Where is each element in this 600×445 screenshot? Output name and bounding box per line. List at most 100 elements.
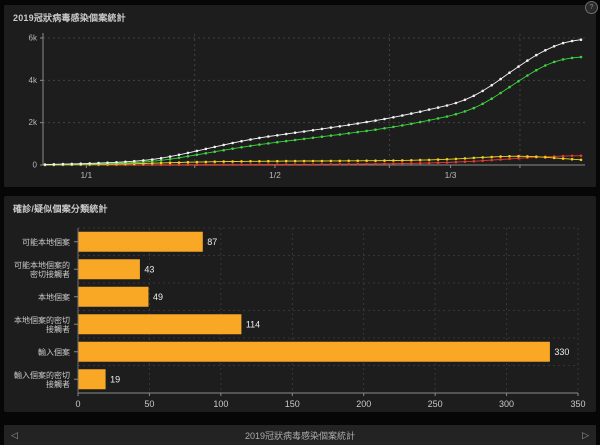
data-point — [383, 159, 386, 162]
data-point — [150, 161, 154, 165]
bar[interactable] — [78, 231, 203, 252]
bar[interactable] — [78, 341, 550, 362]
data-point — [472, 94, 476, 98]
data-point — [374, 119, 377, 122]
data-point — [472, 106, 476, 110]
data-point — [186, 163, 190, 166]
data-point — [356, 122, 360, 125]
data-point — [347, 159, 351, 163]
data-point — [213, 160, 216, 163]
data-point — [463, 160, 467, 163]
data-point — [427, 158, 431, 162]
data-point — [517, 154, 520, 158]
data-point — [177, 163, 181, 166]
data-point — [445, 104, 449, 107]
data-point — [418, 120, 422, 124]
data-point — [481, 89, 485, 93]
x-tick-label: 150 — [285, 399, 300, 409]
x-tick-label: 1/2 — [269, 170, 281, 180]
data-point — [168, 163, 172, 166]
data-point — [499, 77, 502, 81]
data-point — [159, 159, 163, 162]
bar[interactable] — [78, 259, 140, 280]
data-point — [508, 155, 511, 158]
category-label: 接觸者 — [46, 324, 70, 334]
data-point — [267, 142, 270, 145]
x-tick-label: 0 — [75, 399, 80, 409]
data-point — [231, 141, 234, 145]
bar[interactable] — [78, 369, 106, 390]
data-point — [561, 157, 565, 160]
data-point — [276, 159, 279, 163]
data-point — [204, 147, 208, 151]
series-green — [43, 55, 583, 166]
data-point — [240, 146, 243, 149]
data-point — [561, 58, 565, 61]
line-chart: 0 2k 4k 6k 1/1 1/2 1/3 — [29, 33, 585, 180]
prev-arrow-icon[interactable]: ◁ — [11, 430, 18, 440]
data-point — [329, 163, 333, 166]
next-arrow-icon[interactable]: ▷ — [582, 430, 589, 440]
data-point — [249, 138, 252, 141]
data-point — [133, 159, 136, 163]
data-point — [222, 148, 225, 152]
data-point — [195, 163, 199, 166]
data-point — [195, 149, 199, 153]
data-point — [490, 155, 494, 159]
data-point — [302, 137, 306, 141]
data-point — [213, 163, 216, 166]
data-point — [338, 162, 342, 166]
data-point — [481, 156, 485, 159]
category-label: 本地個案的密切 — [14, 315, 70, 325]
data-point — [159, 163, 163, 166]
data-point — [374, 162, 377, 166]
data-point — [481, 159, 485, 162]
data-point — [561, 41, 565, 45]
data-point — [356, 159, 360, 163]
x-tick-label: 300 — [499, 399, 514, 409]
data-point — [195, 160, 199, 164]
category-label: 密切接觸者 — [30, 269, 70, 279]
data-point — [142, 159, 145, 162]
bar-value-label: 43 — [144, 264, 154, 274]
data-point — [401, 162, 404, 165]
data-point — [365, 129, 368, 133]
data-point — [222, 163, 225, 166]
data-point — [186, 151, 190, 155]
data-point — [276, 134, 279, 137]
data-point — [213, 145, 216, 149]
line-chart-panel: 2019冠狀病毒感染個案統計 0 2k 4k 6k 1/1 1/2 1/3 — [4, 5, 596, 187]
data-point — [302, 163, 306, 166]
data-point — [535, 155, 538, 158]
data-point — [374, 159, 377, 162]
data-point — [293, 163, 297, 166]
data-point — [284, 163, 288, 166]
bar[interactable] — [78, 314, 242, 335]
data-point — [454, 101, 458, 105]
data-point — [508, 71, 511, 74]
data-point — [320, 163, 324, 166]
data-point — [436, 117, 440, 120]
x-tick-label: 50 — [144, 399, 154, 409]
help-icon[interactable]: ? — [585, 1, 598, 14]
data-point — [249, 163, 252, 166]
data-point — [106, 161, 109, 164]
data-point — [508, 85, 511, 89]
data-point — [293, 138, 297, 142]
data-point — [526, 59, 529, 62]
data-point — [222, 143, 225, 147]
data-point — [472, 156, 476, 160]
bar-chart-panel: 確診/疑似個案分類統計 87 可能本地個案 43 可能本地個案的 密切接觸者 49 本地個案… — [4, 196, 596, 412]
data-point — [338, 125, 342, 128]
bar[interactable] — [78, 286, 149, 307]
data-point — [338, 133, 342, 136]
data-point — [61, 162, 65, 166]
data-point — [383, 117, 386, 121]
footer-pager: ◁ 2019冠狀病毒感染個案統計 ▷ — [4, 425, 596, 445]
data-point — [561, 154, 565, 158]
data-point — [401, 114, 404, 117]
bar-value-label: 114 — [246, 319, 260, 329]
data-point — [490, 83, 494, 87]
data-point — [445, 161, 449, 164]
data-point — [401, 159, 404, 162]
